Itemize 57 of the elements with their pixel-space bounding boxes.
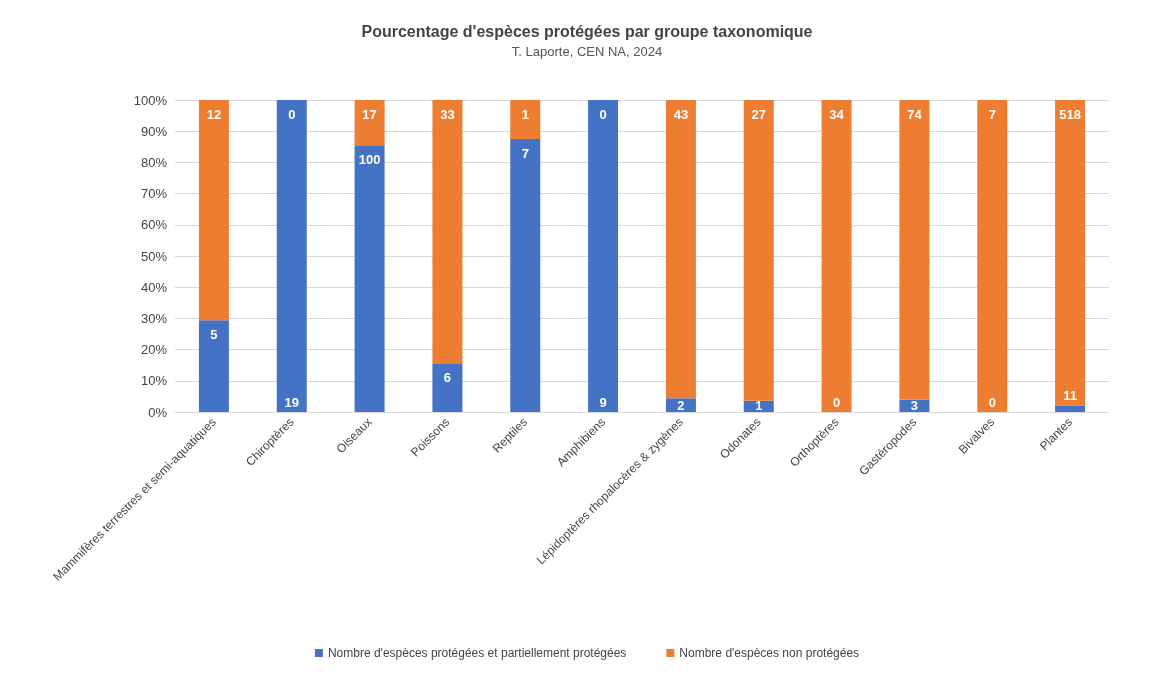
- bar: [1055, 100, 1086, 406]
- y-tick-label: 70%: [140, 186, 168, 202]
- legend-label: Nombre d'espèces protégées et partiellement protégées: [327, 646, 627, 660]
- annotation: 19: [284, 394, 299, 410]
- annotation: 6: [443, 370, 452, 386]
- annotation: 2: [677, 397, 685, 413]
- bar: [198, 320, 229, 412]
- annotation: 0: [988, 394, 996, 410]
- annotation: 7: [521, 145, 529, 161]
- annotation: 12: [206, 106, 222, 122]
- bar: [665, 100, 696, 399]
- bar: [899, 100, 930, 400]
- y-tick-label: 100%: [133, 92, 168, 108]
- annotation: 5: [210, 326, 218, 342]
- bar: [588, 100, 619, 412]
- annotation: 17: [362, 106, 377, 122]
- bar: [1055, 405, 1086, 412]
- bar: [510, 139, 541, 412]
- bar: [977, 100, 1008, 412]
- annotation: 11: [1063, 387, 1077, 403]
- bar: [198, 100, 229, 321]
- bar: [432, 100, 463, 364]
- annotation: 27: [751, 106, 766, 122]
- y-tick-label: 10%: [140, 373, 168, 389]
- annotation: 7: [988, 106, 996, 122]
- bar: [276, 100, 307, 412]
- y-tick-label: 40%: [140, 279, 168, 295]
- annotation: 3: [910, 397, 919, 413]
- y-tick-label: 60%: [140, 217, 168, 233]
- annotation: 0: [288, 106, 296, 122]
- chart-title: Pourcentage d'espèces protégées par groupe taxonomique: [361, 22, 813, 40]
- y-tick-label: 30%: [140, 310, 168, 326]
- annotation: 100: [358, 151, 381, 167]
- bar: [665, 398, 696, 412]
- y-tick-label: 50%: [140, 248, 168, 264]
- bar: [432, 363, 463, 412]
- y-tick-label: 80%: [140, 154, 168, 170]
- y-tick-label: 20%: [140, 342, 168, 358]
- annotation: 43: [673, 106, 689, 122]
- bar: [354, 100, 385, 146]
- annotation: 33: [440, 106, 455, 122]
- bar: [510, 100, 541, 139]
- y-tick-label: 90%: [140, 123, 168, 139]
- y-tick-label: 0%: [148, 404, 168, 420]
- annotation: 9: [599, 394, 607, 410]
- chart-subtitle: T. Laporte, CEN NA, 2024: [511, 44, 663, 59]
- annotation: 34: [829, 106, 845, 122]
- bar: [743, 100, 774, 401]
- annotation: 1: [755, 397, 763, 413]
- bar: [354, 145, 385, 412]
- legend-label: Nombre d'espèces non protégées: [679, 646, 860, 660]
- annotation: 1: [521, 106, 529, 122]
- annotation: 518: [1059, 106, 1081, 122]
- bar: [821, 100, 852, 412]
- annotation: 74: [907, 106, 923, 122]
- annotation: 0: [599, 106, 607, 122]
- annotation: 0: [832, 394, 841, 410]
